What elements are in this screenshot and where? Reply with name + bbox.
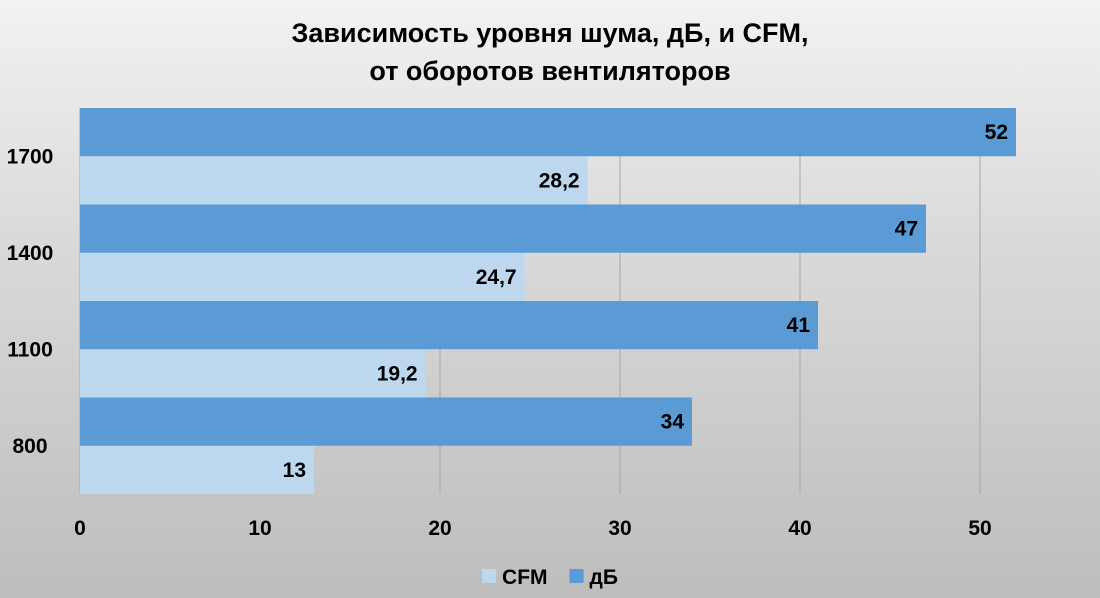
- data-label: 47: [895, 218, 918, 241]
- bar: [80, 108, 1016, 157]
- x-tick-label: 20: [428, 517, 451, 540]
- data-label: 13: [283, 459, 306, 482]
- bar: [80, 252, 525, 301]
- y-tick-label: 1100: [7, 338, 53, 361]
- chart-title-line-2: от оборотов вентиляторов: [369, 56, 730, 86]
- bar: [80, 445, 314, 494]
- y-tick-label: 1700: [7, 145, 54, 168]
- legend-marker: [482, 569, 497, 583]
- bar: [80, 204, 926, 253]
- data-label: 28,2: [539, 169, 580, 192]
- x-tick-label: 10: [248, 517, 271, 540]
- data-label: 41: [787, 314, 811, 337]
- x-tick-label: 50: [968, 517, 991, 540]
- data-label: 52: [985, 121, 1008, 144]
- x-tick-label: 30: [608, 517, 631, 540]
- legend-label: CFM: [502, 566, 548, 589]
- data-labels: 13 34 19,2 41 24,7 47 28,2 52: [283, 121, 1008, 482]
- y-tick-label: 1400: [7, 242, 54, 265]
- y-tick-label: 800: [12, 435, 47, 458]
- data-label: 19,2: [377, 362, 418, 385]
- legend-marker: [569, 569, 584, 583]
- x-tick-label: 0: [74, 517, 86, 540]
- x-tick-label: 40: [788, 517, 811, 540]
- legend-label: дБ: [590, 566, 618, 589]
- bar: [80, 397, 692, 446]
- data-label: 24,7: [476, 266, 517, 289]
- axes: 0 10 20 30 40 50 800 1100 1400 1700: [7, 145, 992, 540]
- bar: [80, 301, 818, 350]
- bar: [80, 349, 426, 398]
- bar: [80, 156, 588, 205]
- data-label: 34: [661, 411, 685, 434]
- legend: CFM дБ: [482, 566, 618, 589]
- chart-title-line-1: Зависимость уровня шума, дБ, и CFM,: [291, 18, 808, 48]
- bars: [80, 108, 1016, 494]
